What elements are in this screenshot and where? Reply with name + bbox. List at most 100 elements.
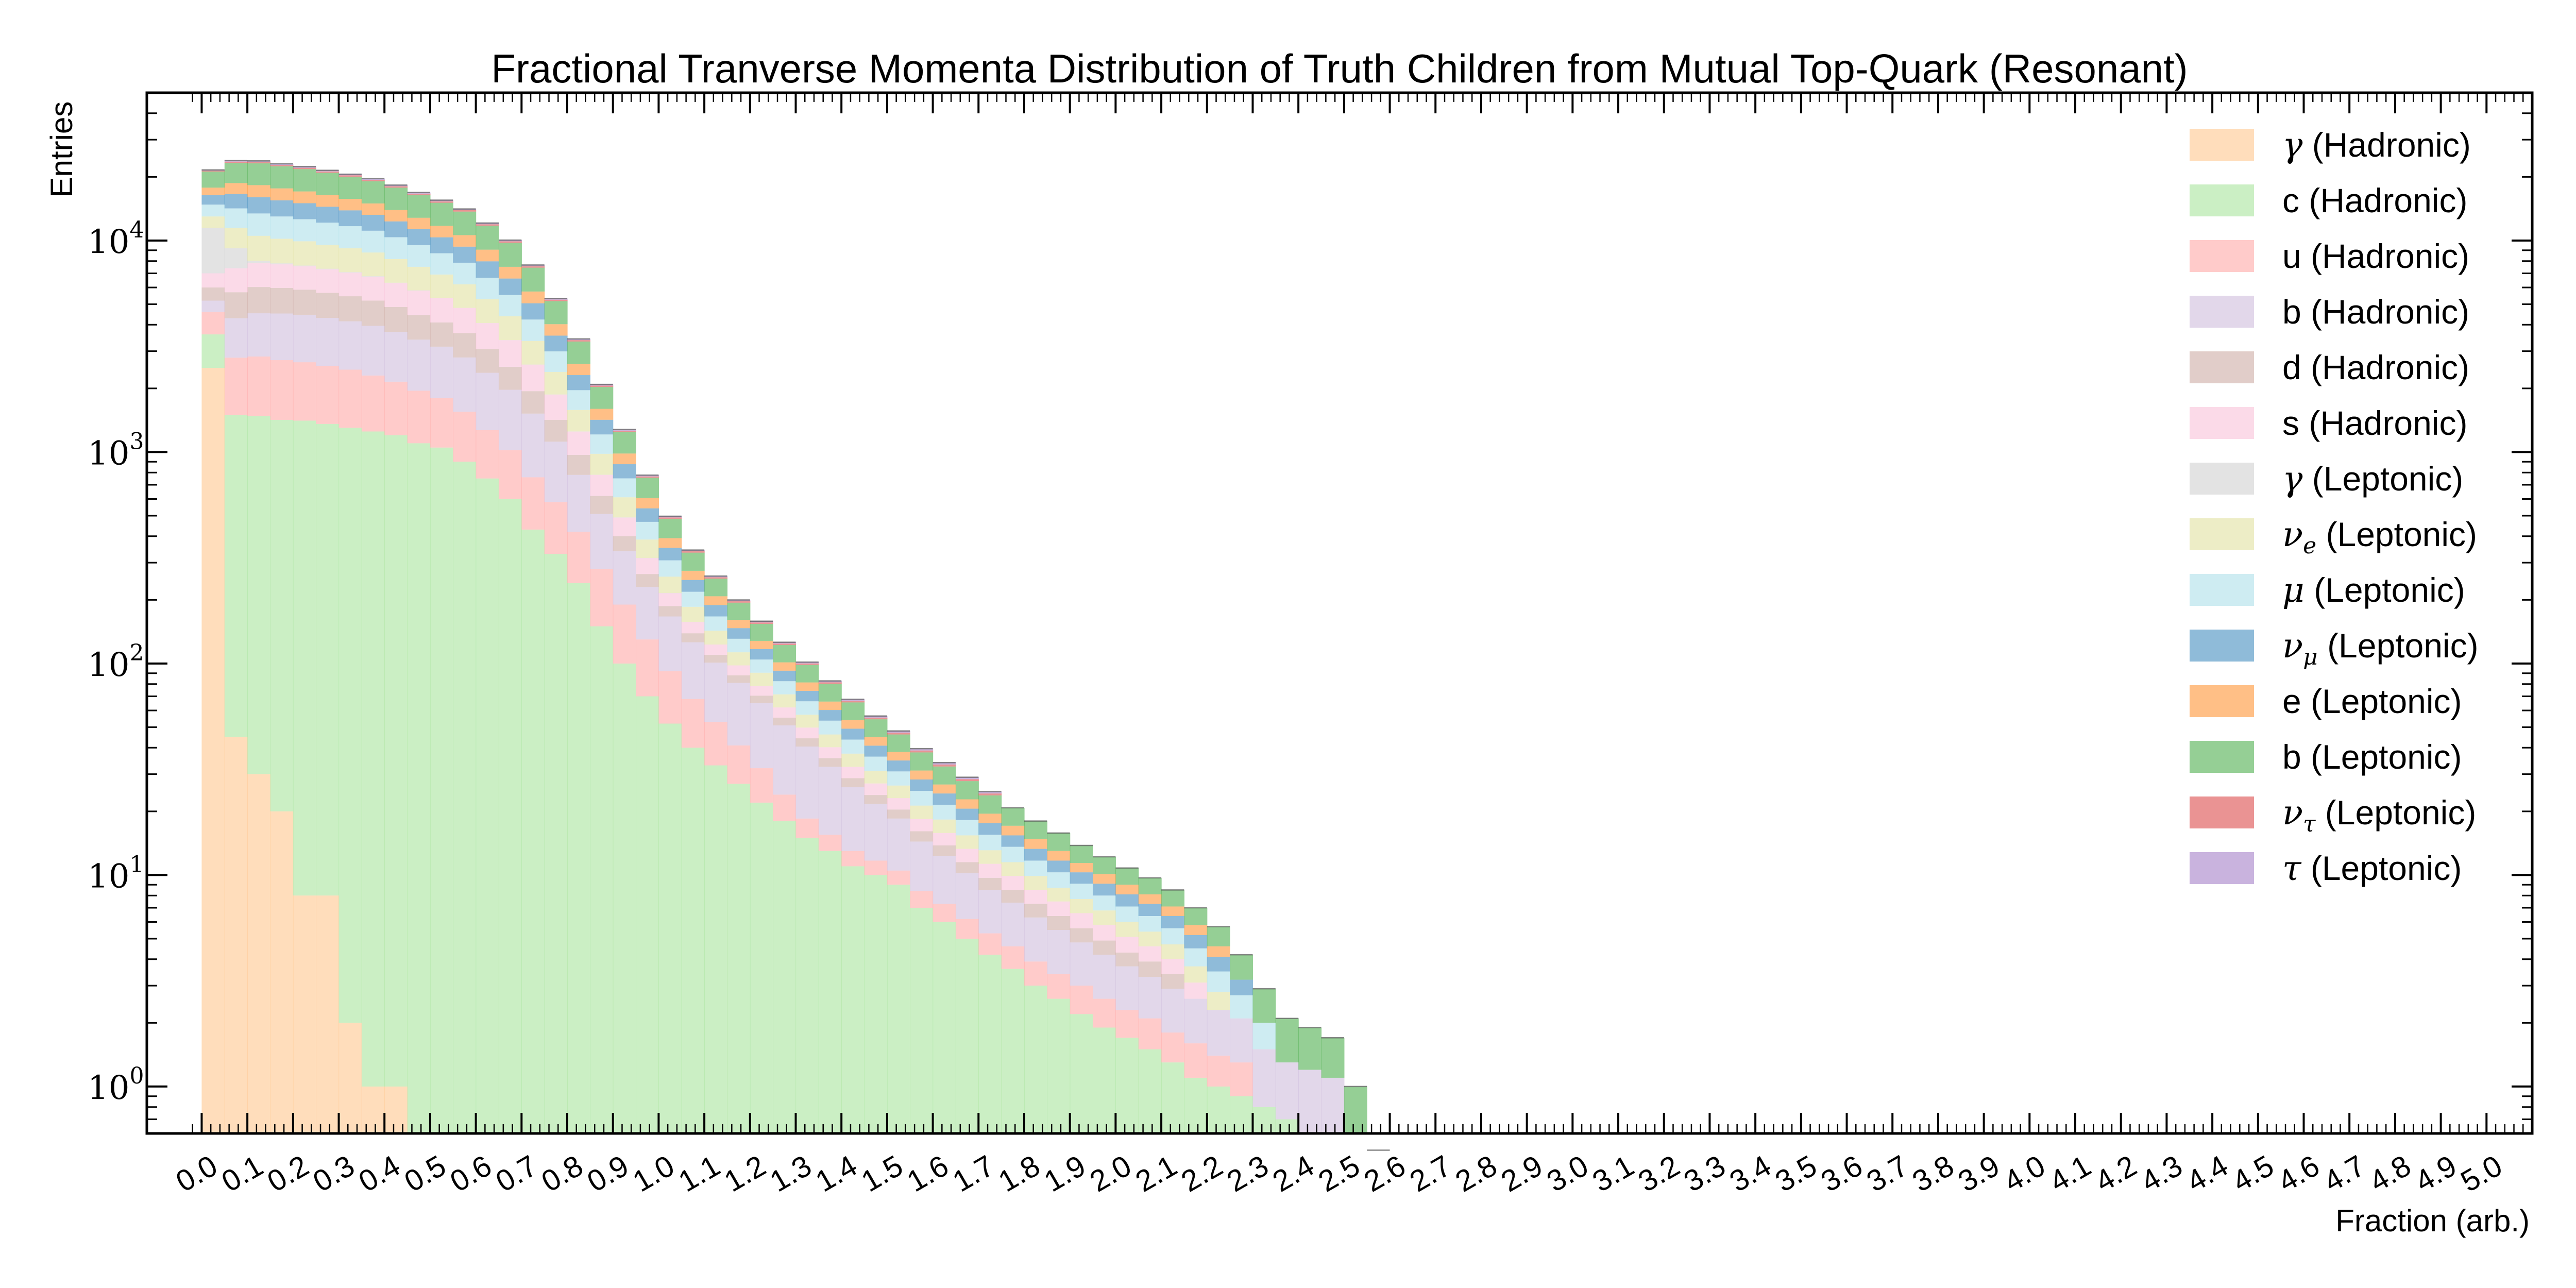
bar-10-bin-37 bbox=[1024, 849, 1047, 861]
legend-item-1: γ (Hadronic) bbox=[2190, 125, 2471, 165]
bar-4-bin-15 bbox=[521, 413, 545, 478]
bar-12-bin-2 bbox=[224, 163, 248, 183]
x-tick-label: 4.6 bbox=[2273, 1149, 2325, 1199]
bar-12-bin-43 bbox=[1161, 890, 1185, 907]
bar-6-bin-37 bbox=[1024, 890, 1047, 904]
bar-7-bin-4 bbox=[270, 263, 294, 265]
bar-8-bin-28 bbox=[818, 734, 842, 748]
bar-6-bin-12 bbox=[453, 308, 477, 333]
bar-9-bin-16 bbox=[544, 351, 568, 372]
bar-9-bin-6 bbox=[316, 223, 340, 245]
bar-10-bin-5 bbox=[293, 203, 316, 219]
bar-4-bin-6 bbox=[316, 318, 340, 366]
bar-12-bin-27 bbox=[795, 665, 819, 683]
x-tick-label: 3.6 bbox=[1816, 1149, 1868, 1199]
bar-8-bin-16 bbox=[544, 371, 568, 395]
bar-4-bin-37 bbox=[1024, 917, 1047, 962]
bar-8-bin-10 bbox=[407, 266, 431, 291]
bar-12-bin-46 bbox=[1230, 955, 1253, 980]
x-tick-label: 4.7 bbox=[2318, 1149, 2370, 1199]
bar-14-bin-27 bbox=[795, 662, 819, 664]
bar-2-bin-48 bbox=[1275, 1119, 1299, 1133]
x-tick-label: 0.6 bbox=[445, 1149, 497, 1199]
bar-11-bin-7 bbox=[338, 199, 362, 211]
bar-2-bin-2 bbox=[224, 415, 248, 737]
bar-11-bin-17 bbox=[567, 364, 590, 376]
bar-10-bin-27 bbox=[795, 690, 819, 702]
bar-11-bin-42 bbox=[1138, 894, 1162, 904]
bar-3-bin-3 bbox=[247, 356, 271, 416]
bar-5-bin-39 bbox=[1070, 928, 1093, 943]
bar-12-bin-13 bbox=[476, 226, 499, 250]
bar-9-bin-22 bbox=[681, 591, 705, 607]
bar-5-bin-26 bbox=[773, 717, 796, 725]
bar-3-bin-36 bbox=[1001, 946, 1025, 969]
bar-10-bin-25 bbox=[750, 649, 773, 660]
bar-10-bin-31 bbox=[887, 760, 910, 772]
bar-10-bin-30 bbox=[864, 745, 888, 757]
bar-12-bin-33 bbox=[933, 766, 956, 785]
bar-6-bin-10 bbox=[407, 291, 431, 315]
bar-5-bin-22 bbox=[681, 633, 705, 642]
bar-4-bin-26 bbox=[773, 725, 796, 795]
bar-5-bin-6 bbox=[316, 293, 340, 318]
bar-8-bin-21 bbox=[658, 577, 682, 593]
bar-9-bin-23 bbox=[704, 616, 728, 631]
legend-item-2: c (Hadronic) bbox=[2190, 181, 2467, 219]
bar-3-bin-33 bbox=[933, 904, 956, 922]
bar-12-bin-29 bbox=[841, 702, 865, 720]
bar-1-bin-3 bbox=[247, 774, 271, 1133]
bar-10-bin-41 bbox=[1115, 894, 1139, 907]
bar-3-bin-29 bbox=[841, 851, 865, 867]
bar-2-bin-18 bbox=[590, 626, 614, 1133]
bar-5-bin-15 bbox=[521, 391, 545, 414]
bar-8-bin-35 bbox=[978, 850, 1002, 864]
bar-13-bin-28 bbox=[818, 682, 842, 684]
bar-13-bin-2 bbox=[224, 161, 248, 163]
bar-11-bin-43 bbox=[1161, 906, 1185, 916]
bar-12-bin-51 bbox=[1344, 1086, 1367, 1133]
bar-6-bin-39 bbox=[1070, 913, 1093, 928]
x-tick-label: 4.9 bbox=[2410, 1149, 2462, 1199]
bar-10-bin-24 bbox=[727, 628, 751, 639]
series-4 bbox=[201, 300, 1345, 1133]
bar-13-bin-9 bbox=[384, 186, 408, 188]
bar-14-bin-35 bbox=[978, 791, 1002, 794]
bar-11-bin-2 bbox=[224, 183, 248, 194]
x-tick-label: 2.2 bbox=[1176, 1149, 1228, 1199]
bar-9-bin-39 bbox=[1070, 884, 1093, 900]
bar-2-bin-29 bbox=[841, 866, 865, 1133]
bar-4-bin-25 bbox=[750, 703, 773, 769]
bar-2-bin-3 bbox=[247, 416, 271, 774]
legend-swatch bbox=[2190, 685, 2254, 717]
bar-13-bin-14 bbox=[498, 241, 522, 243]
bar-6-bin-25 bbox=[750, 686, 773, 696]
bar-13-bin-27 bbox=[795, 663, 819, 665]
bar-3-bin-45 bbox=[1207, 1055, 1230, 1087]
bar-3-bin-34 bbox=[955, 919, 979, 939]
bar-12-bin-7 bbox=[338, 176, 362, 199]
bar-12-bin-38 bbox=[1047, 833, 1071, 851]
bar-6-bin-8 bbox=[361, 276, 385, 301]
stacked-bars bbox=[201, 160, 1390, 1151]
bar-6-bin-32 bbox=[910, 819, 934, 832]
bar-13-bin-17 bbox=[567, 340, 590, 342]
bar-9-bin-1 bbox=[201, 205, 225, 217]
bar-9-bin-5 bbox=[293, 219, 316, 242]
x-tick-label: 1.8 bbox=[993, 1149, 1045, 1199]
bar-13-bin-5 bbox=[293, 167, 316, 170]
x-tick-label: 2.9 bbox=[1496, 1149, 1548, 1199]
bar-10-bin-43 bbox=[1161, 916, 1185, 928]
bar-9-bin-40 bbox=[1093, 895, 1116, 911]
bar-11-bin-6 bbox=[316, 195, 340, 207]
bar-14-bin-24 bbox=[727, 600, 751, 602]
bar-12-bin-39 bbox=[1070, 845, 1093, 863]
bar-4-bin-2 bbox=[224, 318, 248, 358]
legend-swatch bbox=[2190, 296, 2254, 328]
bar-11-bin-4 bbox=[270, 188, 294, 200]
legend-swatch bbox=[2190, 796, 2254, 828]
x-tick-label: 3.8 bbox=[1907, 1149, 1959, 1199]
bar-10-bin-7 bbox=[338, 210, 362, 227]
bar-8-bin-32 bbox=[910, 805, 934, 819]
bar-13-bin-30 bbox=[864, 717, 888, 720]
